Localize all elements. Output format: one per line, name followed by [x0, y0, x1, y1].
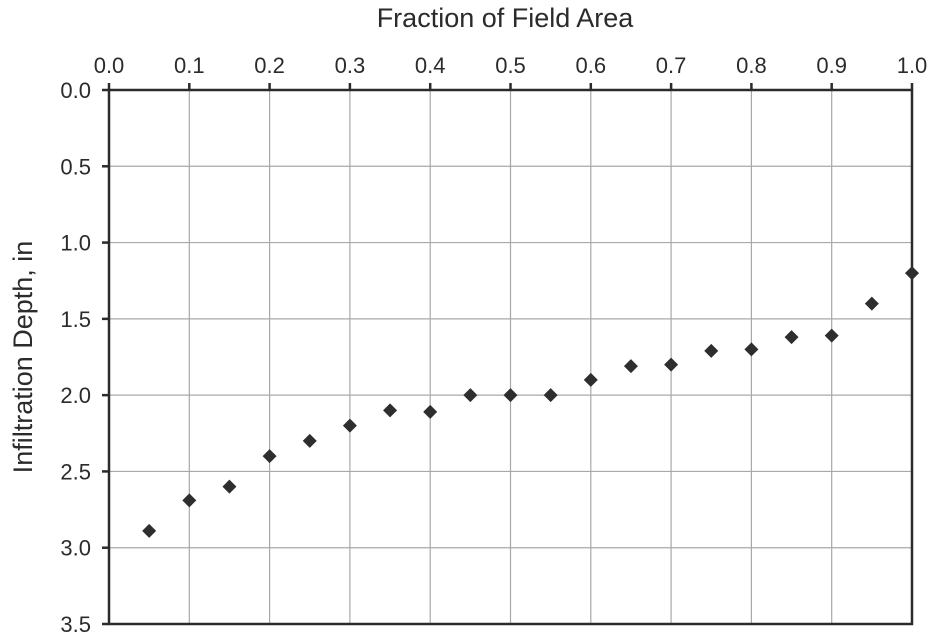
data-point: [744, 342, 759, 357]
y-tick-label: 3.5: [60, 612, 91, 637]
x-tick-label: 0.3: [335, 53, 366, 78]
x-tick-label: 0.7: [656, 53, 687, 78]
x-tick-label: 0.1: [174, 53, 205, 78]
data-point: [905, 266, 919, 281]
x-tick-label: 0.0: [94, 53, 125, 78]
x-tick-label: 0.2: [254, 53, 285, 78]
data-point: [142, 523, 157, 538]
data-point: [423, 404, 438, 419]
x-tick-label: 1.0: [897, 53, 928, 78]
data-point: [302, 433, 317, 448]
grid-lines: [109, 90, 912, 624]
y-tick-labels: 0.0 0.5 1.0 1.5 2.0 2.5 3.0 3.5: [60, 78, 91, 637]
data-point: [623, 359, 638, 374]
y-tick-label: 3.0: [60, 536, 91, 561]
data-point: [824, 328, 839, 343]
y-tick-label: 0.0: [60, 78, 91, 103]
x-tick-label: 0.6: [576, 53, 607, 78]
x-tick-label: 0.9: [816, 53, 847, 78]
data-point: [342, 418, 357, 433]
y-tick-label: 0.5: [60, 154, 91, 179]
tick-marks: [102, 83, 914, 626]
data-point: [182, 493, 197, 508]
data-point: [664, 357, 679, 372]
x-axis-title: Fraction of Field Area: [377, 3, 635, 33]
data-point: [463, 388, 478, 403]
data-point: [503, 388, 518, 403]
y-axis-title: Infiltration Depth, in: [8, 241, 38, 474]
y-tick-label: 1.0: [60, 231, 91, 256]
data-point: [704, 343, 719, 358]
data-point: [222, 479, 237, 494]
data-markers: [142, 266, 919, 538]
x-tick-labels: 0.0 0.1 0.2 0.3 0.4 0.5 0.6 0.7 0.8 0.9 1.0: [94, 53, 928, 78]
data-point: [543, 388, 558, 403]
x-tick-label: 0.5: [495, 53, 526, 78]
y-tick-label: 2.5: [60, 459, 91, 484]
y-tick-label: 2.0: [60, 383, 91, 408]
x-tick-label: 0.8: [736, 53, 767, 78]
data-point: [583, 372, 598, 387]
x-tick-label: 0.4: [415, 53, 446, 78]
y-tick-label: 1.5: [60, 307, 91, 332]
data-point: [262, 449, 277, 464]
data-point: [864, 296, 879, 311]
data-point: [784, 330, 799, 345]
data-point: [383, 403, 398, 418]
